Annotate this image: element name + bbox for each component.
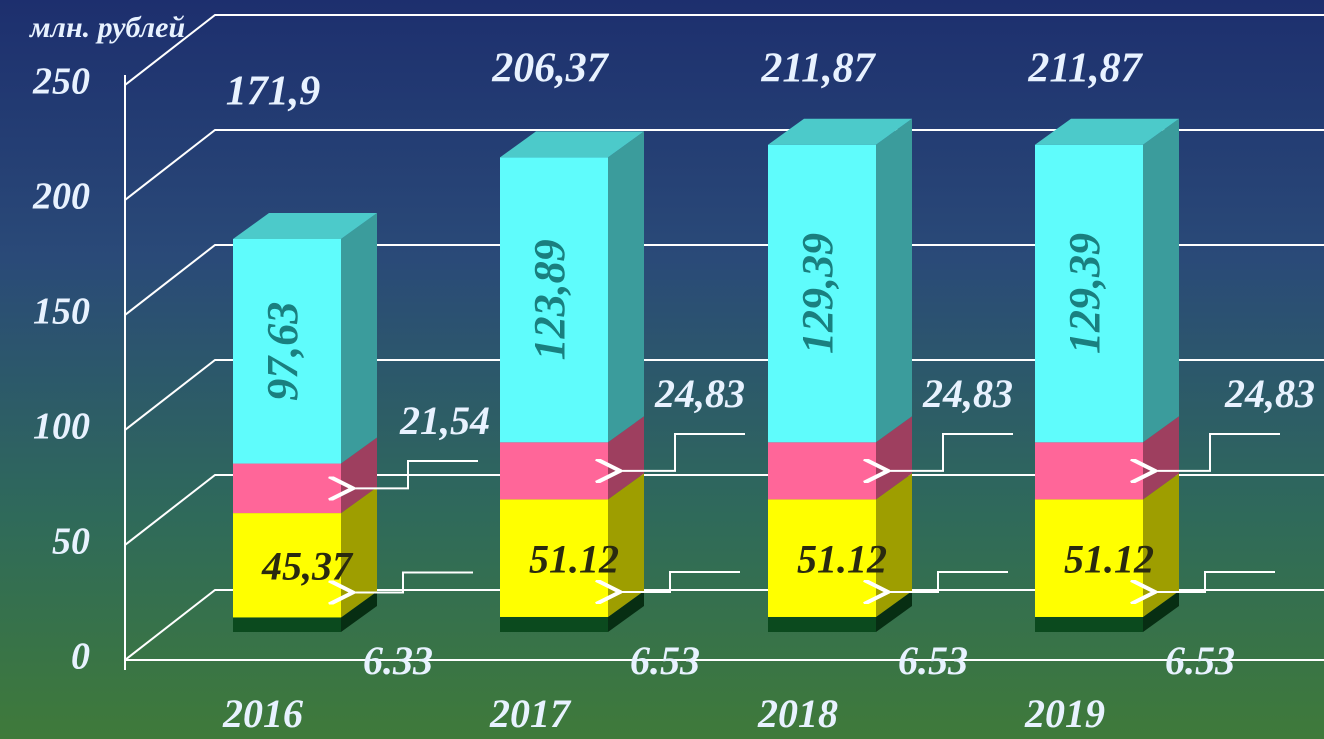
x-tick-label: 2017 (489, 691, 572, 736)
y-tick-label: 200 (32, 176, 90, 218)
value-label: 45,37 (261, 543, 354, 588)
bar-segment (1035, 442, 1143, 499)
bar-segment (768, 442, 876, 499)
value-label: 6.33 (363, 638, 433, 683)
bar-side (341, 213, 377, 464)
value-label: 129,39 (1060, 233, 1109, 354)
y-tick-label: 250 (32, 61, 90, 103)
x-tick-label: 2016 (222, 691, 303, 736)
bar-segment (500, 442, 608, 499)
x-tick-label: 2018 (757, 691, 838, 736)
bar-side (876, 119, 912, 443)
value-label: 129,39 (793, 233, 842, 354)
value-label: 51.12 (529, 536, 619, 581)
total-label: 206,37 (491, 46, 610, 92)
y-axis-title: млн. рублей (28, 11, 185, 44)
value-label: 6.53 (1165, 638, 1235, 683)
bar-segment (233, 464, 341, 514)
value-label: 51.12 (1064, 536, 1154, 581)
value-label: 6.53 (898, 638, 968, 683)
value-label: 21,54 (399, 398, 490, 443)
x-tick-label: 2019 (1024, 691, 1105, 736)
value-label: 123,89 (525, 239, 574, 360)
total-label: 211,87 (760, 46, 876, 92)
y-tick-label: 100 (33, 406, 90, 448)
value-label: 6.53 (630, 638, 700, 683)
value-label: 24,83 (1224, 371, 1315, 416)
total-label: 171,9 (226, 69, 321, 115)
chart: млн. рублей 0 50 100 150 200 250 2016 6.33 45,37… (0, 0, 1324, 739)
bar-segment (500, 617, 608, 632)
y-tick-label: 150 (33, 291, 90, 333)
bar-side (1143, 119, 1179, 443)
value-label: 24,83 (654, 371, 745, 416)
total-label: 211,87 (1027, 46, 1143, 92)
bar-segment (1035, 617, 1143, 632)
bar-segment (233, 617, 341, 632)
y-tick-label: 50 (52, 521, 90, 563)
value-label: 24,83 (922, 371, 1013, 416)
value-label: 97,63 (258, 302, 307, 401)
bar-segment (768, 617, 876, 632)
bar-side (608, 131, 644, 442)
y-tick-label: 0 (71, 636, 90, 678)
value-label: 51.12 (797, 536, 887, 581)
